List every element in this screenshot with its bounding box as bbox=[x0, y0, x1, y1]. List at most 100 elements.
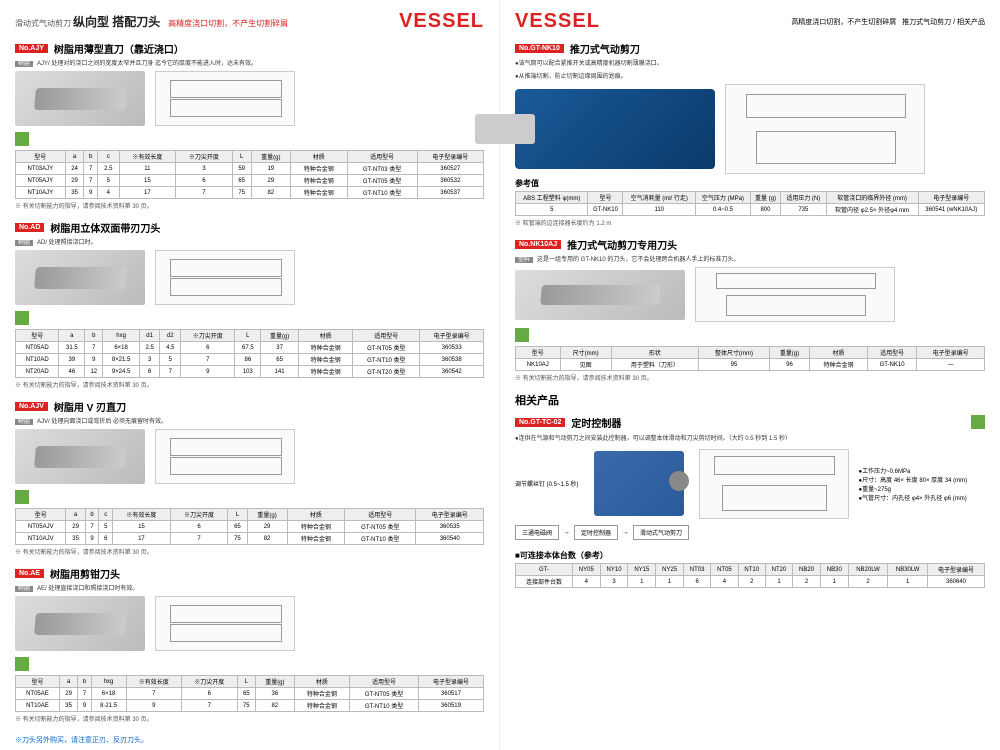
table-label: ■可连接本体台数（参考） bbox=[515, 550, 985, 561]
cell: 67.5 bbox=[235, 342, 261, 354]
col-header: 材质 bbox=[287, 509, 345, 521]
cell: 1 bbox=[888, 576, 928, 588]
badge: No.AJV bbox=[15, 402, 48, 411]
cell: 3 bbox=[600, 576, 628, 588]
product-image bbox=[15, 71, 145, 126]
cell: 65 bbox=[228, 521, 247, 533]
sec-title: 推刀式气动剪刀专用刀头 bbox=[567, 237, 677, 252]
note-text: AJV/ 处理向面浇口或弯折后 必须无痕留时有效。 bbox=[37, 419, 167, 425]
cell: 31.5 bbox=[59, 342, 85, 354]
cell: 9 bbox=[85, 533, 99, 545]
col-header: 型号 bbox=[16, 676, 60, 688]
col-header: d1 bbox=[139, 330, 160, 342]
right-header: VESSEL 高精度浇口切割，不产生切割碎屑 推刀式气动剪刀 / 相关产品 bbox=[515, 10, 985, 33]
cell: 360532 bbox=[417, 175, 483, 187]
col-header: 重量 (g) bbox=[750, 192, 780, 204]
sec-title: 树脂用 V 刃直刀 bbox=[54, 399, 126, 414]
tech-diagram bbox=[155, 596, 295, 651]
product-image bbox=[515, 89, 715, 169]
cell: 360541 (wNK10AJ) bbox=[918, 204, 984, 216]
cell: 35 bbox=[59, 700, 78, 712]
sec-title: 定时控制器 bbox=[571, 415, 621, 430]
eco-icon bbox=[971, 415, 985, 429]
cell: 360517 bbox=[418, 688, 483, 700]
cell: 19 bbox=[251, 163, 290, 175]
col-header: NY15 bbox=[628, 564, 656, 576]
cell: GT-NT05 类型 bbox=[353, 342, 420, 354]
col-header: 适用型号 bbox=[350, 676, 419, 688]
cell: 8×21.5 bbox=[103, 354, 139, 366]
col-header: L bbox=[235, 330, 261, 342]
cell: 6 bbox=[99, 533, 113, 545]
badge: No.AJY bbox=[15, 44, 48, 53]
flow-item: → bbox=[622, 529, 629, 536]
col-header: NY05 bbox=[572, 564, 600, 576]
cell: 7 bbox=[182, 700, 238, 712]
tech-diagram bbox=[155, 71, 295, 126]
cell: 9×24.5 bbox=[103, 366, 139, 378]
col-header: 电子型录编号 bbox=[417, 151, 483, 163]
col-header: 型号 bbox=[16, 151, 66, 163]
cell: 9 bbox=[126, 700, 182, 712]
cell: NT05AD bbox=[16, 342, 59, 354]
cell: 360533 bbox=[420, 342, 484, 354]
product-image bbox=[15, 429, 145, 484]
cell: — bbox=[917, 359, 985, 371]
cell: 800 bbox=[750, 204, 780, 216]
cell: 6 bbox=[181, 342, 235, 354]
cell: 46 bbox=[59, 366, 85, 378]
flow-item: 定时控制器 bbox=[574, 525, 618, 540]
col-header: L bbox=[237, 676, 256, 688]
col-header: 电子型录编号 bbox=[918, 192, 984, 204]
cell: 0.4~0.5 bbox=[696, 204, 751, 216]
col-header: 材质 bbox=[810, 347, 868, 359]
cell: NT10AE bbox=[16, 700, 60, 712]
cell: 7 bbox=[160, 366, 181, 378]
col-header: 空气压力 (MPa) bbox=[696, 192, 751, 204]
left-header: 滑动式气动剪刀 纵向型 搭配刀头 高精度浇口切割，不产生切割碎屑 VESSEL bbox=[15, 10, 484, 33]
note-text: AJY/ 处理对的浇口之间的宽度太窄并且刀身 迄今它的厚度不能进入时，达未有效。 bbox=[37, 61, 257, 67]
col-header: GT- bbox=[516, 564, 573, 576]
tech-diagram bbox=[699, 449, 849, 519]
table-row: NT05AE2976×18766536特种合金钢GT-NT05 类型360517 bbox=[16, 688, 484, 700]
spec-table: 型号abc※有效长度※刀尖开度L重量(g)材质适用型号电子型录编号NT05AJV… bbox=[15, 508, 484, 545]
cell: GT-NT10 类型 bbox=[350, 700, 419, 712]
col-header: 型号 bbox=[16, 509, 66, 521]
col-header: 电子型录编号 bbox=[418, 676, 483, 688]
cell: 110 bbox=[623, 204, 696, 216]
col-header: 电子型录编号 bbox=[420, 330, 484, 342]
sec-title: 推刀式气动剪刀 bbox=[570, 41, 640, 56]
spec-table: 型号abhxgd1d2※刀尖开度L重量(g)材质适用型号电子型录编号NT05AD… bbox=[15, 329, 484, 378]
note-text: AE/ 处理直接浇口和照接浇口时有效。 bbox=[37, 586, 138, 592]
table-row: NK10AJ见图用于塑料（刀形）9596特种合金钢GT-NK10— bbox=[516, 359, 985, 371]
col-header: L bbox=[228, 509, 247, 521]
eco-icon bbox=[15, 657, 29, 671]
cell: 特种合金钢 bbox=[298, 342, 352, 354]
section-gttc02: No.GT-TC-02 定时控制器 ●连供在气源和气动剪刀之间安装此控制器，可以… bbox=[515, 413, 985, 540]
cell: GT-NT03 类型 bbox=[347, 163, 417, 175]
cell: 7 bbox=[78, 688, 91, 700]
cell: 2.5 bbox=[139, 342, 160, 354]
spec-line: ●工作压力~0.6MPa bbox=[859, 466, 968, 475]
spec-table: ABS 工程塑料 φ(mm)型号空气消耗量 (ml/ 行走)空气压力 (MPa)… bbox=[515, 191, 985, 216]
cell: 65 bbox=[261, 354, 299, 366]
col-header: NB30LW bbox=[888, 564, 928, 576]
col-header: NY25 bbox=[656, 564, 684, 576]
col-header: ABS 工程塑料 φ(mm) bbox=[516, 192, 588, 204]
cell: 360538 bbox=[420, 354, 484, 366]
cell: GT-NT05 类型 bbox=[345, 521, 416, 533]
footnote: ※ 有关切割能力的指导，请参阅技术资料第 30 页。 bbox=[515, 373, 985, 382]
cell: 6 bbox=[182, 688, 238, 700]
col-header: NB30 bbox=[820, 564, 848, 576]
flow-item: 三通电磁阀 bbox=[515, 525, 559, 540]
cell: 29 bbox=[59, 688, 78, 700]
col-header: ※有效长度 bbox=[119, 151, 176, 163]
cell: 24 bbox=[65, 163, 84, 175]
cell: 86 bbox=[235, 354, 261, 366]
col-header: 尺寸(mm) bbox=[560, 347, 611, 359]
tech-diagram bbox=[725, 84, 925, 174]
cell: 见图 bbox=[560, 359, 611, 371]
col-header: 材质 bbox=[294, 676, 350, 688]
table-row: NT05AD31.576×182.54.5667.537特种合金钢GT-NT05… bbox=[16, 342, 484, 354]
cell: 特种合金钢 bbox=[287, 521, 345, 533]
